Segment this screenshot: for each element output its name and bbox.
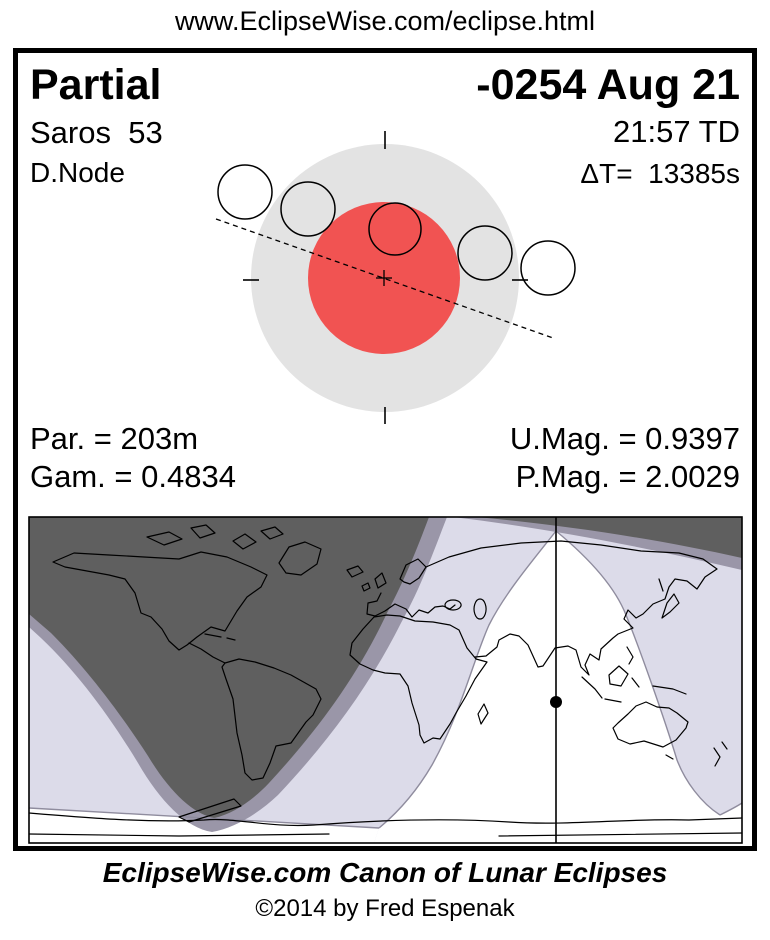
- penumbral-magnitude-stat: P.Mag. = 2.0029: [515, 459, 740, 494]
- ecliptic-dashed-line: [215, 218, 554, 339]
- shadow-diagram: [215, 131, 576, 424]
- saros-label: Saros 53: [30, 115, 163, 150]
- moon-contact-1: [217, 164, 273, 220]
- zone-full-visibility: [374, 531, 742, 843]
- eclipse-card-inner: Partial -0254 Aug 21 Saros 53 21:57 TD D…: [18, 53, 752, 846]
- gamma-stat: Gam. = 0.4834: [30, 459, 236, 494]
- center-cross-icon: [376, 270, 392, 286]
- visibility-map: [28, 516, 743, 844]
- greatest-eclipse-point-dot: [550, 696, 562, 708]
- moon-path-circles: [217, 164, 576, 296]
- delta-t-value: ΔT= 13385s: [580, 158, 740, 189]
- partial-duration-stat: Par. = 203m: [30, 421, 199, 456]
- map-border: [28, 516, 743, 844]
- eclipse-type-label: Partial: [30, 61, 162, 109]
- moon-contact-4: [520, 240, 576, 296]
- zone-no-eclipse-dark: [29, 517, 429, 818]
- eclipse-date: -0254 Aug 21: [476, 61, 740, 109]
- eclipse-time: 21:57 TD: [613, 114, 740, 149]
- node-label: D.Node: [30, 157, 125, 188]
- zone-no-eclipse-dark-topright: [476, 517, 742, 558]
- axis-ticks: [243, 131, 528, 424]
- copyright-line: ©2014 by Fred Espenak: [255, 895, 515, 922]
- coastlines: [28, 524, 743, 837]
- canon-title: EclipseWise.com Canon of Lunar Eclipses: [102, 857, 668, 888]
- zone-edge-lines: [28, 530, 743, 829]
- moon-greatest: [368, 202, 422, 256]
- umbral-magnitude-stat: U.Mag. = 0.9397: [509, 421, 740, 456]
- moon-contact-2: [280, 181, 336, 237]
- moon-contact-3: [457, 225, 513, 281]
- eclipse-card: Partial -0254 Aug 21 Saros 53 21:57 TD D…: [13, 48, 757, 851]
- url-header: www.EclipseWise.com/eclipse.html: [174, 6, 596, 36]
